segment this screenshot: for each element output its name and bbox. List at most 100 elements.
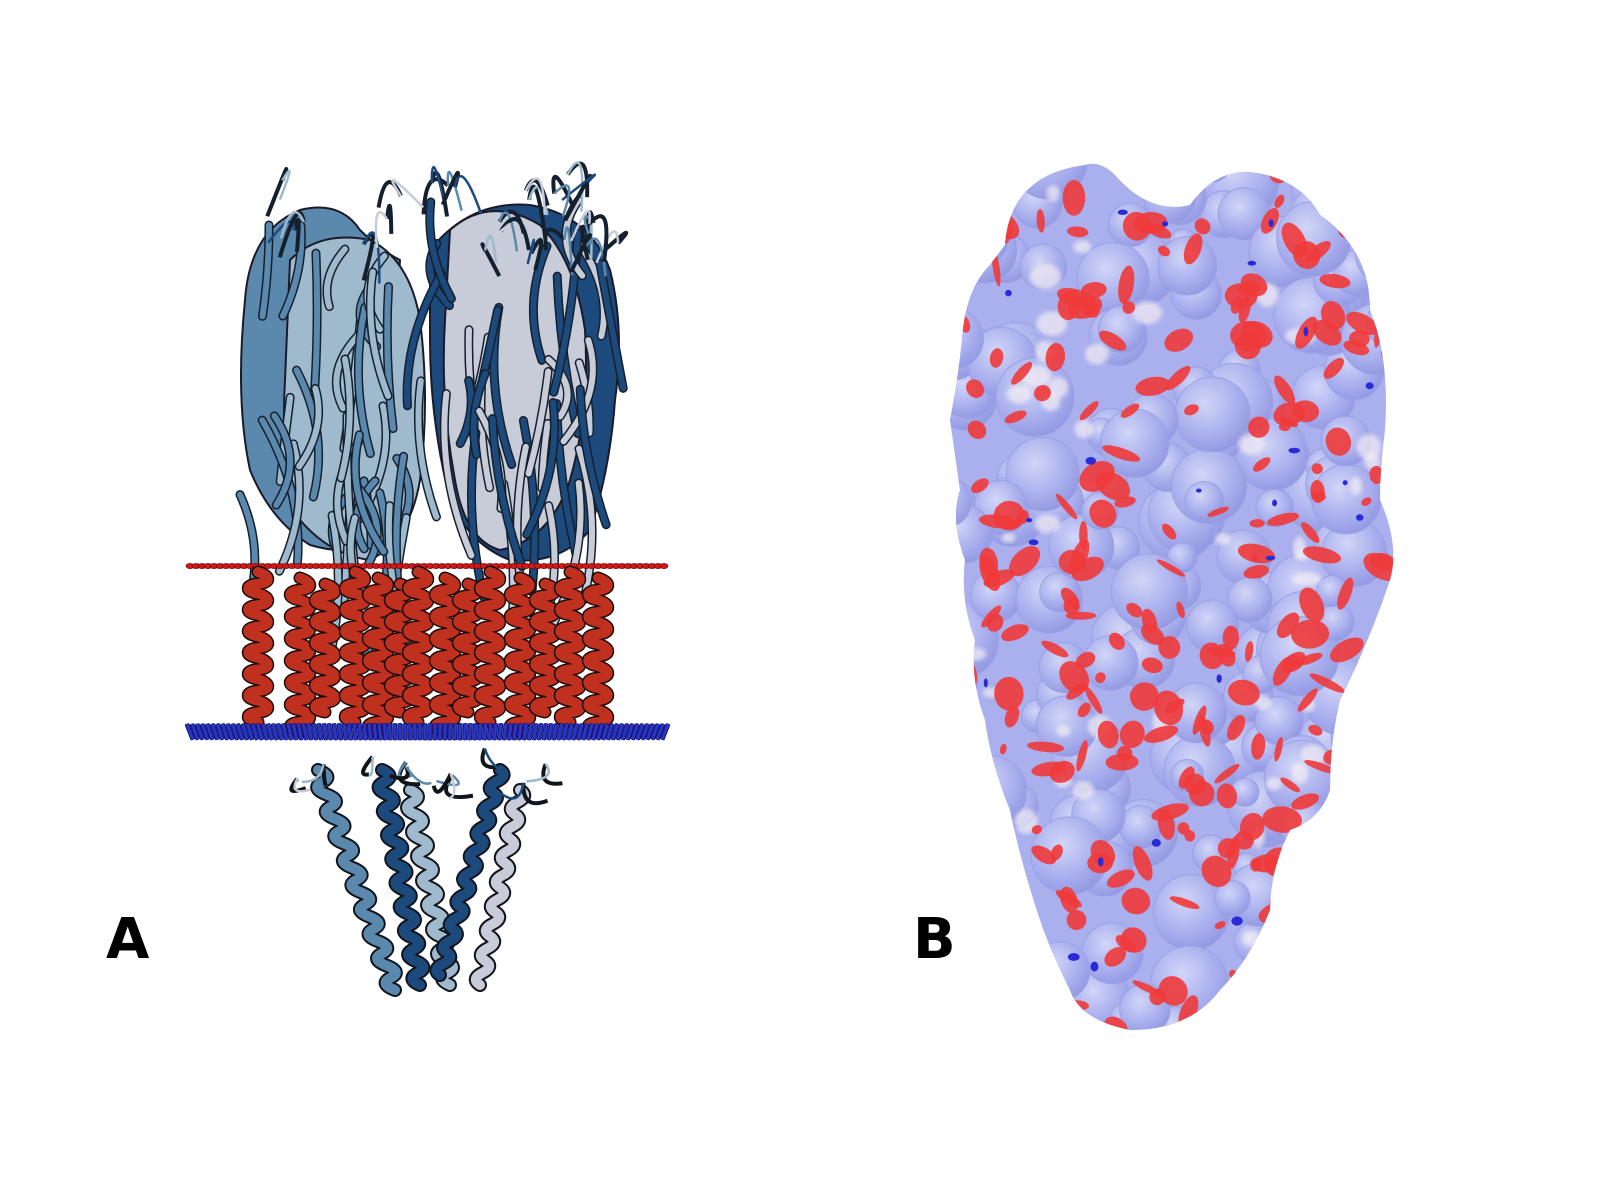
surface-highlight: [1074, 419, 1094, 439]
panel-label-b: B: [913, 907, 956, 972]
surface-acidic-patch: [1299, 587, 1325, 623]
loop: [292, 218, 301, 253]
surface-acidic-patch: [1264, 1014, 1282, 1030]
membrane-slat: [472, 723, 478, 741]
beta-strand-fill: [324, 246, 348, 310]
loop-fill: [498, 211, 519, 252]
surface-acidic-patch: [971, 1017, 1004, 1030]
surface-acidic-patch: [950, 689, 963, 715]
membrane-slat: [321, 723, 329, 741]
surface-acidic-patch: [1157, 245, 1171, 257]
membrane-slat: [541, 723, 549, 741]
membrane-slat: [194, 723, 205, 741]
surface-highlight: [1363, 876, 1379, 903]
surface-acidic-patch: [1176, 601, 1185, 619]
membrane-boundary-inner: [184, 723, 671, 741]
surface-highlight: [1036, 311, 1068, 336]
surface-acidic-patch: [979, 547, 999, 578]
membrane-slat: [437, 723, 443, 741]
surface-acidic-patch: [1041, 640, 1069, 658]
surface-acidic-patch: [1125, 163, 1136, 173]
ic-helix: [373, 765, 429, 990]
beta-strand-fill: [311, 250, 321, 396]
surface-acidic-patch: [1114, 496, 1136, 508]
surface-globule: [1294, 905, 1346, 957]
surface-globule: [1030, 941, 1091, 1001]
beta-strand-fill: [577, 386, 610, 528]
surface-globule: [1330, 701, 1394, 774]
surface-globule: [1354, 220, 1394, 263]
surface-basic-patch: [1195, 488, 1202, 493]
membrane-slat: [650, 723, 661, 741]
panel-a-ribbon-structure: [184, 161, 671, 997]
surface-acidic-patch: [1346, 311, 1379, 336]
surface-globule: [955, 755, 1028, 828]
surface-globule: [1326, 767, 1390, 831]
surface-basic-patch: [1216, 674, 1222, 683]
surface-acidic-patch: [1227, 715, 1246, 741]
loop-fill: [430, 165, 445, 197]
surface-basic-patch: [1303, 326, 1309, 337]
surface-globule: [950, 759, 1007, 841]
surface-acidic-patch: [1084, 686, 1103, 714]
membrane-slat: [346, 723, 354, 741]
surface-globule: [1324, 715, 1392, 783]
panel-b-surface-model: [950, 163, 1394, 1030]
surface-acidic-patch: [1194, 218, 1211, 235]
surface-highlight: [1300, 744, 1327, 765]
surface-acidic-patch: [1184, 404, 1199, 416]
surface-acidic-patch: [1299, 948, 1317, 960]
tm-helix: [285, 573, 315, 737]
surface-basic-patch: [1342, 480, 1348, 486]
surface-acidic-patch: [1079, 401, 1099, 421]
surface-globule: [966, 227, 998, 259]
surface-acidic-patch: [1363, 188, 1384, 213]
surface-highlight: [1349, 476, 1362, 495]
surface-acidic-patch: [1302, 546, 1342, 564]
surface-acidic-patch: [999, 743, 1007, 755]
surface-acidic-patch: [1132, 980, 1164, 997]
surface-acidic-patch: [1158, 636, 1181, 659]
surface-acidic-patch: [950, 674, 960, 703]
surface-acidic-patch: [1251, 552, 1259, 563]
surface-globule: [1330, 782, 1360, 812]
surface-globule: [1357, 648, 1394, 711]
surface-acidic-patch: [1358, 1014, 1366, 1030]
membrane-slat: [556, 723, 564, 741]
surface-acidic-patch: [1027, 741, 1065, 753]
surface-globule: [1277, 960, 1352, 1030]
tm-helix: [403, 567, 433, 727]
surface-globule: [1308, 163, 1377, 213]
membrane-slat: [382, 723, 388, 741]
membrane-slat: [361, 723, 369, 741]
surface-acidic-patch: [1146, 223, 1172, 239]
surface-acidic-patch: [1305, 827, 1344, 850]
surface-acidic-patch: [989, 348, 1004, 368]
surface-basic-patch: [1028, 539, 1039, 546]
loop: [543, 227, 566, 251]
surface-acidic-patch: [974, 927, 999, 949]
surface-globule: [1348, 745, 1386, 782]
tm-helix: [310, 579, 340, 717]
membrane-slat: [467, 723, 473, 741]
surface-acidic-patch: [952, 867, 980, 903]
surface-acidic-patch: [1308, 724, 1323, 736]
surface-highlight: [962, 647, 987, 661]
membrane-slat: [551, 723, 559, 741]
loop-fill: [374, 211, 389, 249]
surface-acidic-patch: [1311, 490, 1326, 502]
surface-acidic-patch: [1079, 520, 1088, 550]
membrane-slat: [225, 723, 235, 741]
surface-acidic-patch: [1296, 652, 1323, 666]
surface-globule: [1321, 873, 1390, 941]
membrane-slat: [377, 723, 383, 741]
surface-acidic-patch: [1307, 962, 1325, 983]
beta-strand-fill: [404, 270, 445, 409]
surface-acidic-patch: [1337, 577, 1354, 610]
surface-highlight: [1001, 532, 1016, 543]
loop-fill: [566, 161, 584, 212]
surface-globule: [1347, 186, 1389, 228]
surface-highlight: [1292, 572, 1322, 586]
